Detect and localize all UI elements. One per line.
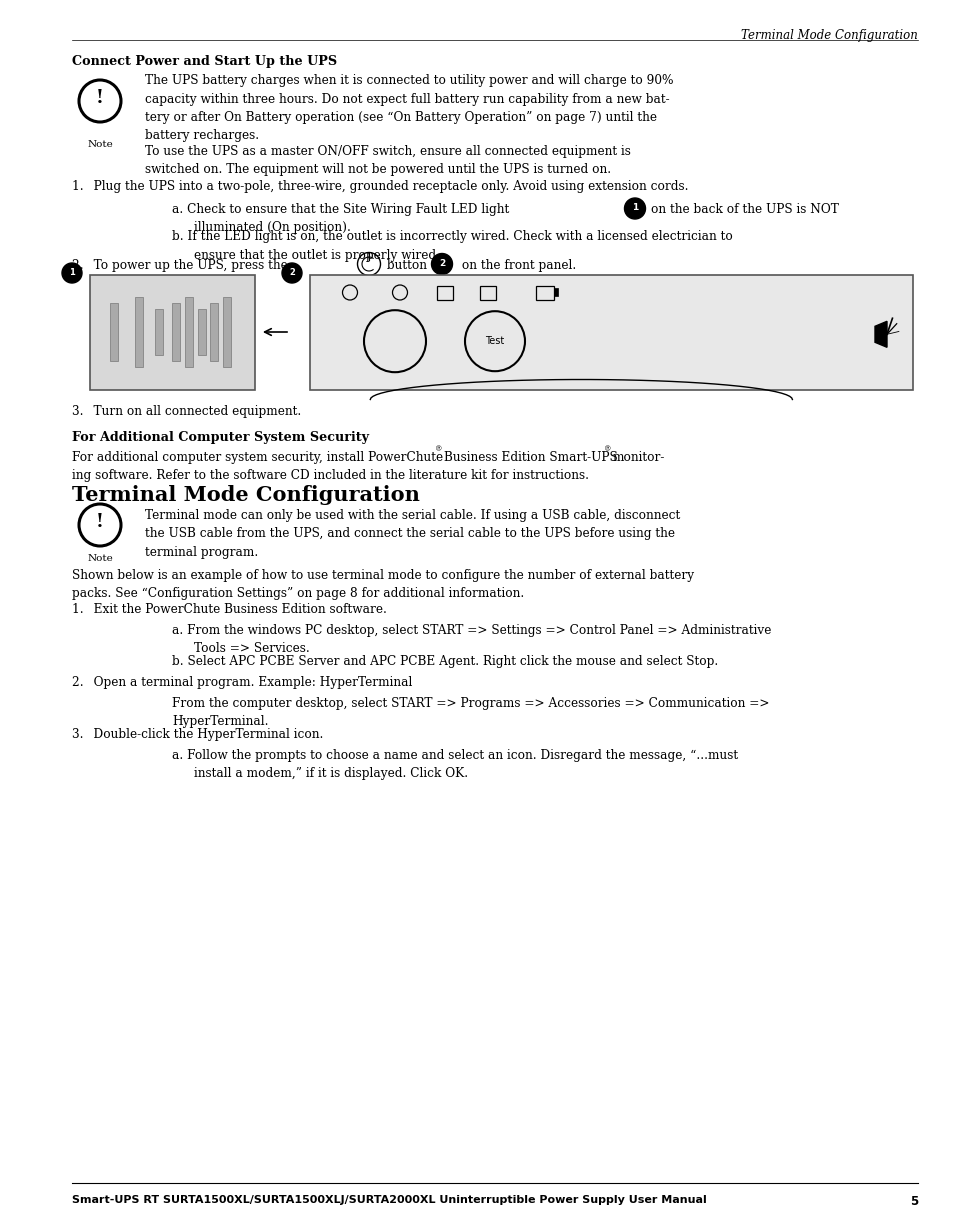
Text: switched on. The equipment will not be powered until the UPS is turned on.: switched on. The equipment will not be p… [145, 163, 611, 177]
Text: tery or after On Battery operation (see “On Battery Operation” on page 7) until : tery or after On Battery operation (see … [145, 110, 657, 124]
FancyArrowPatch shape [264, 329, 287, 335]
Text: !: ! [96, 90, 104, 107]
Text: capacity within three hours. Do not expect full battery run capability from a ne: capacity within three hours. Do not expe… [145, 92, 669, 106]
Bar [536, 286, 554, 299]
Text: packs. See “Configuration Settings” on page 8 for additional information.: packs. See “Configuration Settings” on p… [71, 588, 524, 600]
Text: HyperTerminal.: HyperTerminal. [172, 715, 268, 729]
Text: To use the UPS as a master ON/OFF switch, ensure all connected equipment is: To use the UPS as a master ON/OFF switch… [145, 145, 630, 158]
Text: 2.  Open a terminal program. Example: HyperTerminal: 2. Open a terminal program. Example: Hyp… [71, 676, 412, 690]
Text: Terminal Mode Configuration: Terminal Mode Configuration [71, 485, 419, 506]
Text: on the back of the UPS is NOT: on the back of the UPS is NOT [650, 202, 838, 216]
Text: For Additional Computer System Security: For Additional Computer System Security [71, 431, 369, 444]
Text: 1.  Exit the PowerChute Business Edition software.: 1. Exit the PowerChute Business Edition … [71, 602, 387, 616]
Bar [479, 286, 496, 299]
Text: From the computer desktop, select START => Programs => Accessories => Communicat: From the computer desktop, select START … [172, 697, 769, 710]
Text: Test: Test [485, 336, 504, 346]
Bar [185, 297, 193, 367]
Text: monitor-: monitor- [612, 452, 664, 464]
Bar [154, 309, 163, 355]
Text: b. If the LED light is on, the outlet is incorrectly wired. Check with a license: b. If the LED light is on, the outlet is… [172, 229, 732, 243]
Text: Connect Power and Start Up the UPS: Connect Power and Start Up the UPS [71, 55, 336, 67]
Text: !: ! [96, 513, 104, 531]
Text: 2.  To power up the UPS, press the: 2. To power up the UPS, press the [71, 259, 292, 272]
Bar [198, 309, 206, 355]
Text: button: button [382, 259, 431, 272]
Text: terminal program.: terminal program. [145, 546, 258, 560]
Text: a. Check to ensure that the Site Wiring Fault LED light: a. Check to ensure that the Site Wiring … [172, 202, 513, 216]
Text: on the front panel.: on the front panel. [457, 259, 576, 272]
Text: For additional computer system security, install PowerChute: For additional computer system security,… [71, 452, 442, 464]
Text: Shown below is an example of how to use terminal mode to configure the number of: Shown below is an example of how to use … [71, 569, 694, 582]
Circle shape [62, 263, 82, 283]
Bar [172, 303, 179, 361]
Text: 3.  Turn on all connected equipment.: 3. Turn on all connected equipment. [71, 405, 301, 418]
Text: Terminal Mode Configuration: Terminal Mode Configuration [740, 29, 917, 42]
Text: 5: 5 [909, 1195, 917, 1209]
Text: battery recharges.: battery recharges. [145, 130, 259, 142]
Text: a. Follow the prompts to choose a name and select an icon. Disregard the message: a. Follow the prompts to choose a name a… [172, 748, 738, 762]
Text: ing software. Refer to the software CD included in the literature kit for instru: ing software. Refer to the software CD i… [71, 470, 588, 482]
Text: 1: 1 [631, 204, 638, 212]
Text: Tools => Services.: Tools => Services. [193, 643, 310, 655]
Text: b. Select APC PCBE Server and APC PCBE Agent. Right click the mouse and select S: b. Select APC PCBE Server and APC PCBE A… [172, 655, 718, 667]
Text: Note: Note [87, 555, 112, 563]
Text: ®: ® [603, 445, 611, 453]
Text: ®: ® [435, 445, 442, 453]
Text: 1.  Plug the UPS into a two-pole, three-wire, grounded receptacle only. Avoid us: 1. Plug the UPS into a two-pole, three-w… [71, 180, 688, 193]
Text: Smart-UPS RT SURTA1500XL/SURTA1500XLJ/SURTA2000XL Uninterruptible Power Supply U: Smart-UPS RT SURTA1500XL/SURTA1500XLJ/SU… [71, 1195, 706, 1205]
Text: the USB cable from the UPS, and connect the serial cable to the UPS before using: the USB cable from the UPS, and connect … [145, 528, 675, 541]
Circle shape [431, 254, 452, 275]
Bar [223, 297, 231, 367]
Text: install a modem,” if it is displayed. Click OK.: install a modem,” if it is displayed. Cl… [193, 768, 468, 780]
Text: Business Edition Smart-UPS: Business Edition Smart-UPS [443, 452, 617, 464]
Text: a. From the windows PC desktop, select START => Settings => Control Panel => Adm: a. From the windows PC desktop, select S… [172, 625, 771, 637]
Bar [110, 303, 117, 361]
Text: 3.  Double-click the HyperTerminal icon.: 3. Double-click the HyperTerminal icon. [71, 728, 323, 741]
Bar [90, 275, 254, 389]
Bar [554, 288, 558, 297]
Bar [135, 297, 143, 367]
Bar [310, 275, 912, 389]
Text: 1: 1 [69, 269, 75, 277]
Bar [436, 286, 453, 299]
Text: ensure that the outlet is properly wired.: ensure that the outlet is properly wired… [193, 249, 439, 261]
Text: Note: Note [87, 140, 112, 148]
Polygon shape [874, 321, 886, 347]
Text: illuminated (On position).: illuminated (On position). [193, 222, 351, 234]
Text: 2: 2 [289, 269, 294, 277]
Text: Terminal mode can only be used with the serial cable. If using a USB cable, disc: Terminal mode can only be used with the … [145, 509, 679, 521]
Bar [210, 303, 217, 361]
Text: The UPS battery charges when it is connected to utility power and will charge to: The UPS battery charges when it is conne… [145, 74, 673, 87]
Circle shape [624, 198, 645, 218]
Circle shape [282, 263, 302, 283]
Text: 2: 2 [438, 259, 445, 267]
